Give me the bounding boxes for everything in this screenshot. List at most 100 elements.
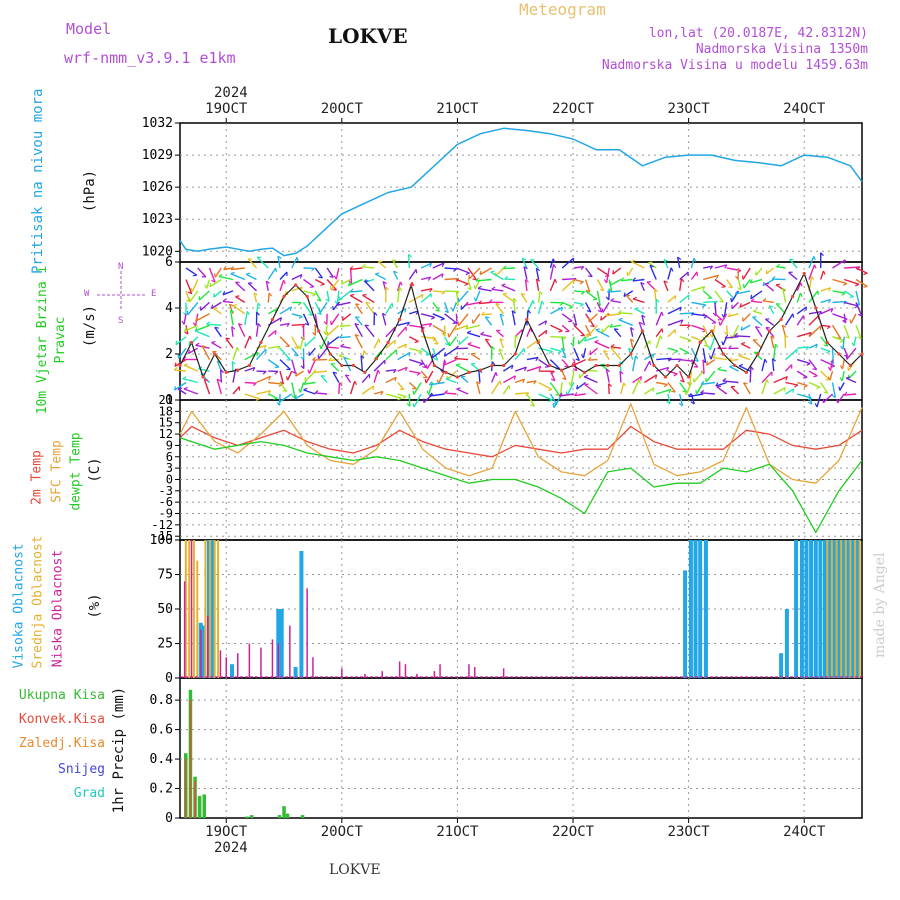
wind-barb — [349, 380, 356, 395]
wind-barb — [391, 259, 399, 269]
wind-barb-feather — [525, 279, 529, 283]
wind-barb-feather — [671, 390, 676, 393]
wind-barb — [432, 290, 445, 293]
wind-barb — [796, 381, 808, 387]
wind-barb-feather — [478, 300, 483, 304]
wind-barb — [582, 348, 587, 359]
wind-barb-feather — [840, 345, 844, 350]
wind-barb — [373, 338, 380, 349]
total-precip-bar — [245, 816, 249, 818]
wind-barb-feather — [194, 328, 200, 332]
wind-barb — [655, 311, 663, 326]
wind-barb-feather — [575, 358, 580, 362]
wind-barb-feather — [274, 366, 279, 369]
wind-barb — [222, 300, 234, 304]
wind-barb — [667, 306, 682, 315]
wind-barb — [690, 359, 699, 368]
wind-barb — [832, 290, 846, 294]
wind-barb — [211, 341, 222, 349]
wind-barb-feather — [393, 270, 398, 274]
wind-barb — [397, 321, 410, 326]
wind-barb-feather — [214, 326, 219, 329]
wind-barb — [605, 313, 621, 317]
wind-barb — [609, 278, 622, 287]
wind-barb-feather — [466, 330, 472, 334]
wind-barb — [174, 359, 187, 367]
wind-barb — [667, 347, 678, 352]
wind-barb — [373, 369, 379, 383]
wind-barb-feather — [319, 344, 322, 349]
wind-barb — [477, 287, 492, 292]
wind-barb — [855, 325, 862, 339]
wind-barb-feather — [700, 380, 705, 385]
wind-speed-point — [282, 294, 286, 299]
wind-barb — [267, 308, 277, 315]
low-cloud-bar — [404, 664, 407, 678]
wind-barb-feather — [349, 266, 354, 270]
wind-barb-feather — [473, 297, 477, 302]
high-cloud-bar — [693, 540, 698, 678]
wind-barb — [589, 347, 598, 356]
wind-barb-feather — [623, 382, 627, 387]
wind-barb-feather — [523, 366, 527, 371]
wind-barb-feather — [350, 293, 355, 296]
wind-barb-feather — [843, 283, 848, 286]
wind-barb-feather — [230, 266, 235, 270]
wind-barb-feather — [722, 378, 727, 382]
wind-barb-feather — [453, 268, 457, 272]
wind-barb-feather — [813, 375, 818, 378]
wind-barb-feather — [603, 350, 608, 353]
wind-barb — [279, 359, 291, 371]
wind-barb — [630, 338, 634, 349]
wind-barb — [279, 271, 288, 280]
wind-barb — [749, 366, 752, 383]
wind-speed-line — [179, 272, 863, 378]
wind-barb-feather — [327, 340, 329, 346]
wind-barb — [831, 324, 842, 340]
wind-barb-feather — [422, 366, 427, 369]
wind-barb — [764, 318, 775, 326]
wind-barb — [663, 259, 669, 269]
wind-barb — [314, 267, 323, 279]
wind-barb — [610, 300, 622, 304]
wind-barb — [526, 310, 529, 326]
wind-barb — [623, 290, 634, 298]
wind-barb — [702, 313, 717, 324]
wind-barb-feather — [363, 350, 367, 355]
wind-barb — [584, 383, 598, 395]
wind-barb — [632, 355, 637, 372]
wind-barb — [586, 324, 598, 338]
total-precip-bar — [285, 813, 290, 818]
wind-barb — [612, 267, 622, 275]
x-tick-label-top: 21OCT — [436, 101, 479, 117]
wind-barb — [330, 313, 340, 326]
wind-barb-feather — [214, 273, 216, 278]
wind-barb — [573, 347, 580, 361]
mid-cloud-bar — [854, 540, 857, 678]
sfc-temp-line — [179, 403, 863, 484]
low-cloud-bar — [200, 629, 202, 678]
y-tick-label: 0.4 — [150, 752, 174, 767]
wind-barb — [495, 267, 504, 277]
x-tick-label-bottom: 24OCT — [783, 824, 826, 840]
wind-barb-feather — [392, 259, 397, 262]
wind-barb — [294, 393, 304, 400]
wind-barb — [476, 381, 481, 395]
wind-barb-feather — [433, 357, 438, 361]
wind-barb-feather — [839, 377, 843, 382]
mid-cloud-bar — [192, 540, 195, 678]
wind-barb — [177, 388, 187, 395]
wind-barb — [354, 323, 363, 338]
wind-barb-feather — [424, 378, 427, 384]
wind-barb-feather — [770, 335, 775, 339]
x-tick-label-bottom: 23OCT — [668, 824, 711, 840]
low-cloud-bar — [190, 540, 193, 678]
wind-barb — [538, 381, 553, 391]
wind-barb — [355, 303, 363, 315]
wind-barb-feather — [502, 265, 507, 270]
wind-barb — [472, 313, 481, 324]
wind-barb-feather — [444, 310, 449, 314]
wind-barb-feather — [605, 296, 610, 301]
wind-barb — [340, 324, 351, 328]
wind-barb — [211, 301, 222, 310]
